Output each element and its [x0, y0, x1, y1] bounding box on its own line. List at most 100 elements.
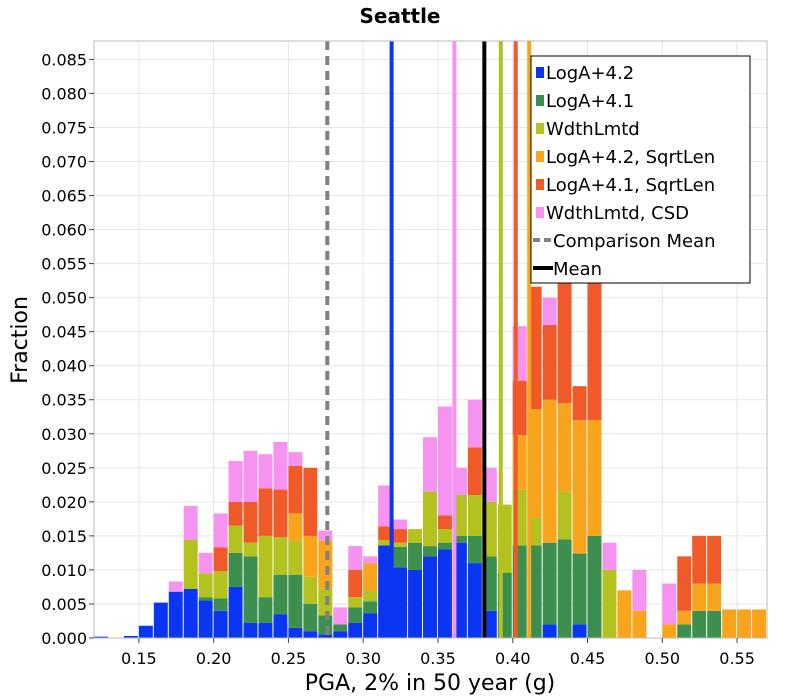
bar-segment — [213, 513, 228, 548]
legend-label: LogA+4.2, SqrtLen — [546, 147, 715, 168]
bar-segment — [662, 624, 677, 638]
bar-segment — [677, 624, 692, 638]
x-tick-label: 0.55 — [719, 649, 755, 668]
chart-title: Seattle — [359, 4, 440, 28]
legend-label: LogA+4.1 — [546, 91, 634, 112]
bar-segment — [378, 545, 393, 638]
bar-segment — [288, 627, 303, 638]
bar-segment — [138, 625, 153, 638]
legend-label: LogA+4.2 — [546, 63, 634, 84]
bar-segment — [258, 623, 273, 638]
y-tick-label: 0.015 — [41, 527, 87, 546]
bar-segment — [692, 610, 707, 638]
bar-segment — [303, 631, 318, 638]
bar-segment — [587, 420, 602, 536]
bar-segment — [183, 588, 198, 638]
bar-segment — [542, 542, 557, 625]
bar-segment — [737, 609, 752, 638]
bar-segment — [333, 607, 348, 625]
legend-label: WdthLmtd — [546, 119, 640, 140]
bar-segment — [288, 465, 303, 514]
bar-segment — [557, 403, 572, 492]
bar-segment — [168, 591, 183, 638]
bar-segment — [393, 542, 408, 547]
bar-segment — [243, 542, 258, 557]
y-tick-label: 0.000 — [41, 629, 87, 648]
bar-segment — [393, 567, 408, 638]
y-axis-label: Fraction — [8, 296, 33, 384]
bar-segment — [243, 556, 258, 624]
legend-swatch — [536, 123, 544, 134]
bar-segment — [228, 525, 243, 553]
bar-segment — [213, 598, 228, 611]
bar-segment — [437, 549, 452, 638]
bar-segment — [213, 571, 228, 599]
bar-segment — [273, 441, 288, 490]
bar-segment — [378, 485, 393, 527]
bar-segment — [572, 420, 587, 554]
bar-segment — [258, 535, 273, 598]
bar-segment — [602, 569, 617, 638]
bar-segment — [318, 634, 333, 638]
bar-segment — [572, 386, 587, 421]
y-tick-label: 0.065 — [41, 187, 87, 206]
bar-segment — [542, 324, 557, 400]
bar-segment — [393, 519, 408, 530]
bar-segment — [632, 610, 647, 638]
bar-segment — [602, 542, 617, 570]
bar-segment — [467, 399, 482, 448]
bar-segment — [198, 552, 213, 574]
bar-segment — [243, 623, 258, 638]
bar-segment — [288, 540, 303, 575]
bar-segment — [183, 505, 198, 540]
legend-swatch — [536, 95, 544, 106]
bar-segment — [617, 590, 632, 638]
bar-segment — [437, 515, 452, 530]
bar-segment — [348, 607, 363, 624]
bar-segment — [452, 535, 467, 543]
bar-segment — [348, 546, 363, 570]
bar-segment — [423, 437, 437, 492]
legend-label: WdthLmtd, CSD — [546, 203, 689, 224]
bar-segment — [423, 491, 437, 547]
bar-segment — [692, 535, 707, 584]
bar-segment — [467, 447, 482, 496]
bar-segment — [467, 563, 482, 638]
bar-segment — [692, 583, 707, 611]
bar-segment — [348, 569, 363, 598]
bar-segment — [363, 591, 378, 602]
bar-segment — [243, 450, 258, 502]
bar-segment — [198, 573, 213, 598]
bar-segment — [572, 553, 587, 625]
bar-segment — [273, 489, 288, 538]
bar-segment — [273, 614, 288, 638]
bar-segment — [153, 602, 168, 638]
bar-segment — [707, 535, 722, 584]
x-tick-label: 0.50 — [644, 649, 680, 668]
bar-segment — [94, 636, 108, 638]
legend-swatch — [536, 151, 544, 162]
plot-frame — [93, 40, 768, 639]
y-tick-label: 0.025 — [41, 459, 87, 478]
y-tick-label: 0.035 — [41, 391, 87, 410]
bar-segment — [348, 597, 363, 608]
bar-segment — [408, 542, 423, 570]
x-tick-label: 0.45 — [570, 649, 606, 668]
x-axis-label: PGA, 2% in 50 year (g) — [305, 671, 556, 696]
bar-segment — [557, 267, 572, 404]
bar-segment — [213, 547, 228, 572]
y-tick-label: 0.005 — [41, 595, 87, 614]
bar-segment — [363, 601, 378, 614]
legend: LogA+4.2 LogA+4.1 WdthLmtd LogA+4.2, SqrtLe… — [530, 55, 751, 284]
bar-segment — [288, 574, 303, 628]
bar-segment — [198, 600, 213, 638]
bar-segment — [437, 542, 452, 550]
bar-segment — [318, 530, 333, 541]
bar-segment — [677, 610, 692, 625]
x-tick-label: 0.25 — [271, 649, 307, 668]
bar-segment — [437, 406, 452, 516]
bar-segment — [542, 624, 557, 638]
bar-segment — [423, 546, 437, 557]
bar-segment — [273, 537, 288, 575]
legend-label: Mean — [553, 259, 602, 280]
